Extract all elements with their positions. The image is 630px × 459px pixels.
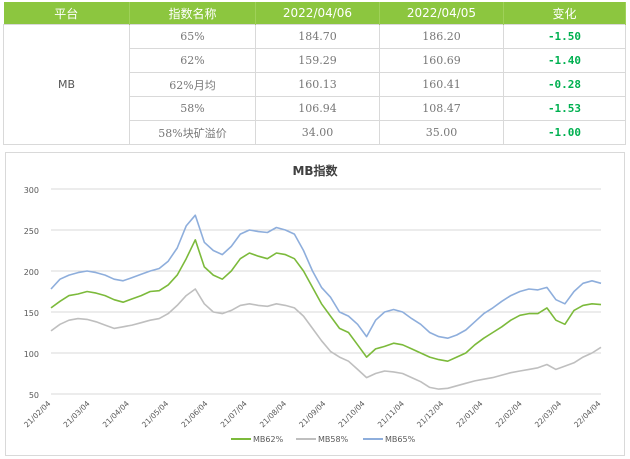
x-tick-label: 22/03/04 bbox=[533, 399, 563, 429]
x-tick-label: 22/04/04 bbox=[572, 399, 602, 429]
table-row: 58% 106.94 108.47 -1.53 bbox=[4, 96, 626, 121]
change-cell: -0.28 bbox=[503, 72, 626, 97]
index-name-cell: 62%月均 bbox=[129, 72, 256, 97]
index-name-cell: 58% bbox=[129, 96, 256, 121]
x-tick-label: 21/08/04 bbox=[258, 399, 288, 429]
table-header-row: 平台 指数名称 2022/04/06 2022/04/05 变化 bbox=[3, 2, 626, 25]
table-row: MB 65% 184.70 186.20 -1.50 bbox=[3, 24, 626, 145]
x-tick-label: 22/01/04 bbox=[454, 399, 484, 429]
value-previous-cell: 108.47 bbox=[379, 96, 504, 121]
y-tick-label: 50 bbox=[29, 391, 39, 400]
y-axis: 300 250 200 150 100 50 bbox=[24, 186, 39, 400]
value-previous-cell: 160.41 bbox=[379, 72, 504, 97]
x-tick-label: 21/02/04 bbox=[22, 399, 52, 429]
chart-gridlines bbox=[51, 188, 601, 395]
chart-series bbox=[50, 214, 602, 390]
y-tick-label: 200 bbox=[24, 268, 39, 277]
legend-label: MB58% bbox=[318, 435, 349, 444]
table-row: 58%块矿溢价 34.00 35.00 -1.00 bbox=[4, 120, 626, 145]
header-change: 变化 bbox=[503, 2, 626, 25]
series-line-mb62 bbox=[50, 239, 602, 362]
header-platform: 平台 bbox=[3, 2, 130, 25]
table-row: 62%月均 160.13 160.41 -0.28 bbox=[4, 72, 626, 97]
change-cell: -1.50 bbox=[503, 24, 626, 49]
change-cell: -1.53 bbox=[503, 96, 626, 121]
table-row: 62% 159.29 160.69 -1.40 bbox=[4, 48, 626, 73]
chart-panel: MB指数 300 250 200 150 100 50 21/02/04 21/03/04 2… bbox=[5, 152, 625, 456]
header-date-current: 2022/04/06 bbox=[255, 2, 380, 25]
header-index-name: 指数名称 bbox=[129, 2, 256, 25]
index-name-cell: 62% bbox=[129, 48, 256, 73]
change-cell: -1.40 bbox=[503, 48, 626, 73]
value-current-cell: 106.94 bbox=[255, 96, 380, 121]
x-tick-label: 21/07/04 bbox=[219, 399, 249, 429]
x-tick-label: 21/05/04 bbox=[140, 399, 170, 429]
value-previous-cell: 160.69 bbox=[379, 48, 504, 73]
x-tick-label: 21/04/04 bbox=[101, 399, 131, 429]
value-previous-cell: 186.20 bbox=[379, 24, 504, 49]
value-current-cell: 34.00 bbox=[255, 120, 380, 145]
index-table: 平台 指数名称 2022/04/06 2022/04/05 变化 MB 65% … bbox=[3, 2, 626, 145]
x-tick-label: 22/02/04 bbox=[494, 399, 524, 429]
chart-title: MB指数 bbox=[292, 163, 338, 178]
value-current-cell: 184.70 bbox=[255, 24, 380, 49]
platform-cell: MB bbox=[3, 24, 130, 145]
x-axis: 21/02/04 21/03/04 21/04/04 21/05/04 21/06/04… bbox=[22, 399, 602, 429]
index-name-cell: 58%块矿溢价 bbox=[129, 120, 256, 145]
y-tick-label: 250 bbox=[24, 227, 39, 236]
x-tick-label: 21/09/04 bbox=[297, 399, 327, 429]
x-tick-label: 21/12/04 bbox=[415, 399, 445, 429]
series-line-mb58 bbox=[50, 288, 602, 390]
index-name-cell: 65% bbox=[129, 24, 256, 49]
legend-label: MB62% bbox=[253, 435, 284, 444]
header-date-previous: 2022/04/05 bbox=[379, 2, 504, 25]
x-tick-label: 21/11/04 bbox=[376, 399, 406, 429]
value-previous-cell: 35.00 bbox=[379, 120, 504, 145]
y-tick-label: 100 bbox=[24, 350, 39, 359]
x-tick-label: 21/10/04 bbox=[337, 399, 367, 429]
x-tick-label: 21/06/04 bbox=[179, 399, 209, 429]
change-cell: -1.00 bbox=[503, 120, 626, 145]
value-current-cell: 160.13 bbox=[255, 72, 380, 97]
chart-legend: MB62% MB58% MB65% bbox=[231, 435, 416, 444]
y-tick-label: 150 bbox=[24, 309, 39, 318]
x-tick-label: 21/03/04 bbox=[62, 399, 92, 429]
y-tick-label: 300 bbox=[24, 186, 39, 195]
legend-label: MB65% bbox=[385, 435, 416, 444]
series-line-mb65 bbox=[50, 214, 602, 339]
value-current-cell: 159.29 bbox=[255, 48, 380, 73]
